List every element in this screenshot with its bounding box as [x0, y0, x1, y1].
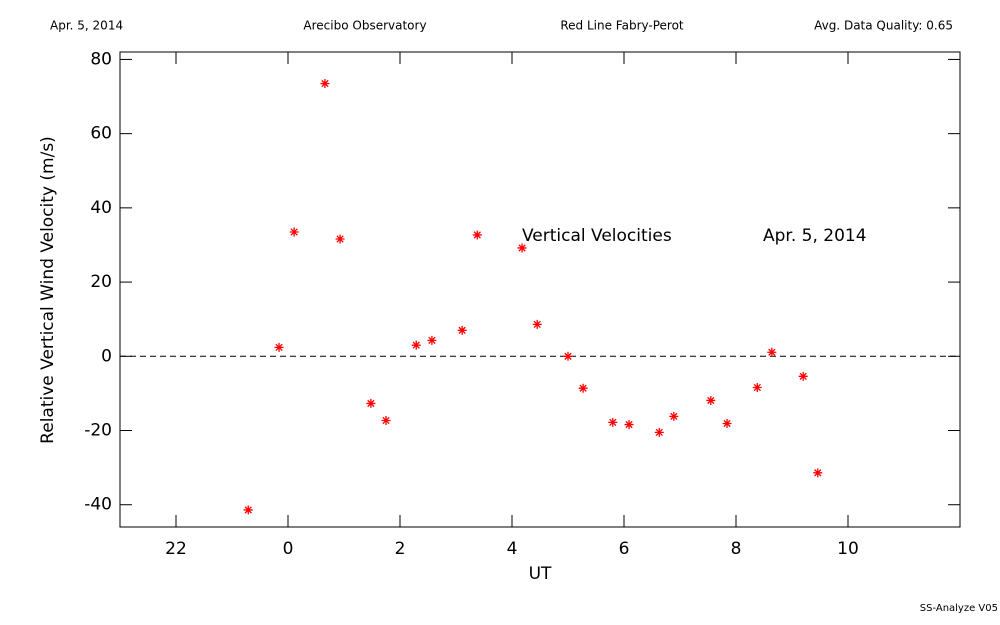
x-tick-label: 6 [619, 539, 630, 559]
point [381, 415, 391, 425]
y-tick-label: 0 [101, 346, 112, 366]
footer: SS-Analyze V05 [920, 603, 998, 614]
x-tick-label: 2 [395, 539, 406, 559]
x-tick-label: 0 [283, 539, 294, 559]
y-tick-label: 40 [90, 198, 112, 218]
point [517, 243, 527, 253]
point [654, 427, 664, 437]
x-tick-label: 8 [731, 539, 742, 559]
x-tick-label: 10 [837, 539, 859, 559]
point [532, 319, 542, 329]
x-tick-label: 22 [165, 539, 187, 559]
point [608, 417, 618, 427]
y-axis-label: Relative Vertical Wind Velocity (m/s) [38, 136, 58, 444]
point [335, 234, 345, 244]
y-tick-label: -40 [84, 495, 112, 515]
point [563, 351, 573, 361]
point [706, 395, 716, 405]
point [366, 398, 376, 408]
point [752, 382, 762, 392]
point [624, 420, 634, 430]
header-date: Apr. 5, 2014 [50, 19, 123, 33]
y-tick-label: 80 [90, 49, 112, 69]
x-axis-label: UT [529, 564, 552, 584]
point [320, 79, 330, 89]
point [457, 325, 467, 335]
y-tick-label: 20 [90, 272, 112, 292]
point [289, 227, 299, 237]
y-tick-label: -20 [84, 421, 112, 441]
header-instrument: Red Line Fabry-Perot [560, 19, 684, 33]
point [578, 383, 588, 393]
point [722, 418, 732, 428]
header-site: Arecibo Observatory [303, 19, 426, 33]
point [274, 342, 284, 352]
annotation: Apr. 5, 2014 [763, 226, 867, 246]
point [669, 411, 679, 421]
point [798, 371, 808, 381]
point [411, 340, 421, 350]
header-quality: Avg. Data Quality: 0.65 [814, 19, 953, 33]
point [767, 347, 777, 357]
point [472, 230, 482, 240]
point [813, 468, 823, 478]
x-tick-label: 4 [507, 539, 518, 559]
annotation: Vertical Velocities [522, 226, 672, 246]
plot-frame [119, 51, 961, 528]
point [427, 335, 437, 345]
point [243, 505, 253, 515]
y-tick-label: 60 [90, 124, 112, 144]
